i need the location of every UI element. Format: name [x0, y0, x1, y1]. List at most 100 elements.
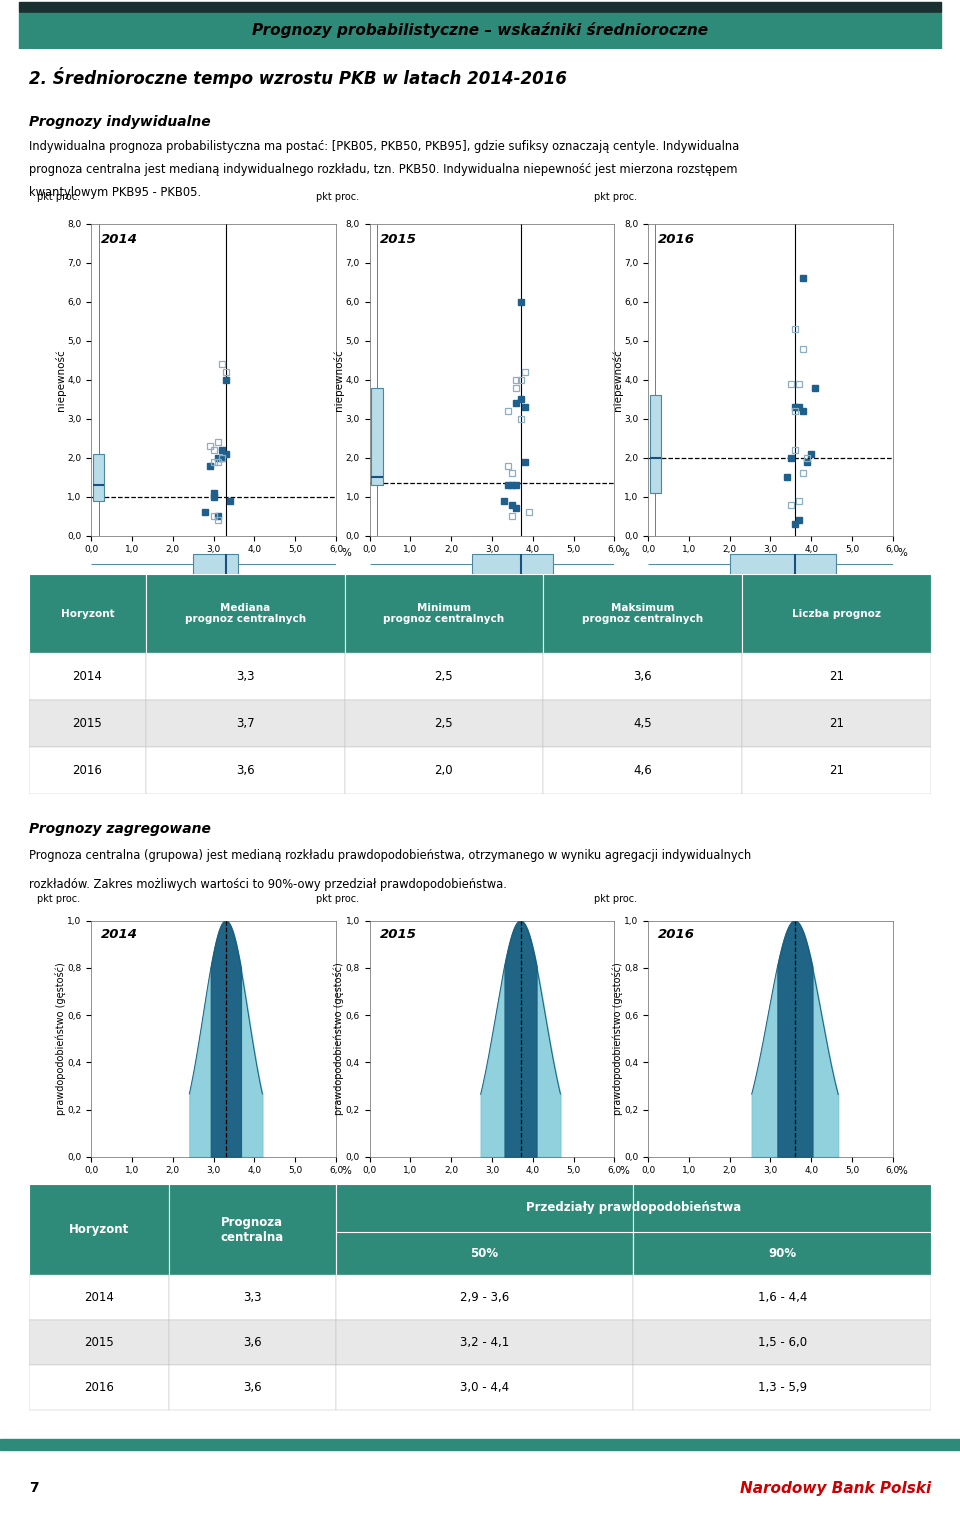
Text: Mediana
prognoz centralnych: Mediana prognoz centralnych — [185, 603, 306, 624]
Bar — [169, 1321, 336, 1365]
Bar — [634, 1321, 931, 1365]
Text: 3,6: 3,6 — [243, 1382, 261, 1394]
Text: pkt proc.: pkt proc. — [37, 192, 81, 202]
Y-axis label: prawdopodobieństwo (gęstość): prawdopodobieństwo (gęstość) — [333, 962, 345, 1116]
Bar — [336, 1275, 634, 1321]
Bar — [742, 574, 931, 653]
Text: 3,3: 3,3 — [243, 1292, 261, 1304]
Text: Maksimum
prognoz centralnych: Maksimum prognoz centralnych — [582, 603, 703, 624]
Text: 2015: 2015 — [84, 1336, 113, 1350]
Bar — [742, 653, 931, 700]
Text: 21: 21 — [828, 670, 844, 683]
Y-axis label: niepewność: niepewność — [55, 349, 66, 411]
Text: 2014: 2014 — [101, 233, 138, 247]
Text: 4,5: 4,5 — [633, 717, 652, 731]
Text: %: % — [619, 548, 629, 559]
Bar — [19, 12, 941, 49]
Text: Liczba prognoz: Liczba prognoz — [792, 609, 881, 618]
Text: pkt proc.: pkt proc. — [594, 895, 637, 904]
Bar — [29, 747, 146, 794]
Bar — [336, 1321, 634, 1365]
Y-axis label: niepewność: niepewność — [333, 349, 345, 411]
Text: 90%: 90% — [768, 1247, 797, 1260]
Text: 3,3: 3,3 — [236, 670, 254, 683]
Y-axis label: niepewność: niepewność — [612, 349, 623, 411]
Text: prognozy centralne: prognozy centralne — [720, 621, 821, 632]
Text: prognozy centralne: prognozy centralne — [163, 621, 264, 632]
Text: Prognoza
centralna: Prognoza centralna — [221, 1216, 284, 1243]
Bar — [730, 554, 835, 575]
Bar — [169, 1184, 336, 1275]
Text: Horyzont: Horyzont — [68, 1224, 129, 1236]
Bar — [29, 653, 146, 700]
Text: 2,0: 2,0 — [435, 764, 453, 778]
Text: 2,5: 2,5 — [435, 717, 453, 731]
Text: 2,9 - 3,6: 2,9 - 3,6 — [460, 1292, 509, 1304]
Text: 2016: 2016 — [84, 1382, 113, 1394]
Text: %: % — [898, 548, 907, 559]
Bar — [146, 574, 345, 653]
Bar — [0, 1438, 960, 1449]
Text: 2016: 2016 — [73, 764, 103, 778]
Bar — [336, 1365, 634, 1411]
Text: Indywidualna prognoza probabilistyczna ma postać: [PKB05, PKB50, PKB95], gdzie s: Indywidualna prognoza probabilistyczna m… — [29, 140, 739, 154]
Text: 2014: 2014 — [73, 670, 103, 683]
Text: 7: 7 — [29, 1481, 38, 1496]
Bar — [650, 396, 661, 493]
Bar — [345, 653, 543, 700]
Text: 2,5: 2,5 — [435, 670, 453, 683]
Text: prognoza centralna jest medianą indywidualnego rozkładu, tzn. PKB50. Indywidualn: prognoza centralna jest medianą indywidu… — [29, 163, 737, 177]
Text: 21: 21 — [828, 764, 844, 778]
Text: rozkładów. Zakres możliwych wartości to 90%-owy przedział prawdopodobieństwa.: rozkładów. Zakres możliwych wartości to … — [29, 878, 507, 890]
Text: prognozy centralne: prognozy centralne — [442, 621, 542, 632]
Bar — [742, 700, 931, 747]
Text: 2015: 2015 — [73, 717, 103, 731]
Text: pkt proc.: pkt proc. — [316, 192, 359, 202]
Bar — [29, 1275, 169, 1321]
Bar — [634, 1365, 931, 1411]
Text: 2016: 2016 — [658, 928, 695, 941]
Text: 3,6: 3,6 — [243, 1336, 261, 1350]
Bar — [146, 700, 345, 747]
Y-axis label: prawdopodobieństwo (gęstość): prawdopodobieństwo (gęstość) — [55, 962, 66, 1116]
Bar — [146, 653, 345, 700]
Text: Prognoza centralna (grupowa) jest medianą rozkładu prawdopodobieństwa, otrzymane: Prognoza centralna (grupowa) jest median… — [29, 849, 751, 863]
Text: pkt proc.: pkt proc. — [37, 895, 81, 904]
Text: Horyzont: Horyzont — [60, 609, 114, 618]
Bar — [193, 554, 238, 575]
Bar — [634, 1184, 931, 1275]
Bar — [169, 1365, 336, 1411]
Text: 21: 21 — [828, 717, 844, 731]
Bar — [345, 574, 543, 653]
Text: 2015: 2015 — [379, 928, 417, 941]
Text: 3,6: 3,6 — [633, 670, 652, 683]
Bar — [29, 1184, 169, 1275]
Y-axis label: prawdopodobieństwo (gęstość): prawdopodobieństwo (gęstość) — [612, 962, 623, 1116]
Bar — [471, 554, 553, 575]
Text: %: % — [619, 1166, 629, 1177]
Text: 2014: 2014 — [101, 928, 138, 941]
Bar — [543, 574, 742, 653]
Text: możliwe wartości: możliwe wartości — [169, 1187, 258, 1198]
Text: Prognozy indywidualne: Prognozy indywidualne — [29, 114, 210, 129]
Text: 50%: 50% — [470, 1247, 498, 1260]
Text: 1,5 - 6,0: 1,5 - 6,0 — [757, 1336, 806, 1350]
Text: Przedziały prawdopodobieństwa: Przedziały prawdopodobieństwa — [526, 1201, 741, 1215]
Bar — [93, 454, 105, 501]
Text: 3,6: 3,6 — [236, 764, 254, 778]
Text: możliwe wartości: możliwe wartości — [447, 1187, 537, 1198]
Text: Prognozy zagregowane: Prognozy zagregowane — [29, 822, 210, 837]
Bar — [345, 747, 543, 794]
Bar — [169, 1275, 336, 1321]
Bar — [634, 1275, 931, 1321]
Bar — [29, 1321, 169, 1365]
Bar — [543, 747, 742, 794]
Text: pkt proc.: pkt proc. — [594, 192, 637, 202]
Text: Narodowy Bank Polski: Narodowy Bank Polski — [740, 1481, 931, 1496]
Text: kwantylowym PKB95 - PKB05.: kwantylowym PKB95 - PKB05. — [29, 186, 201, 199]
Text: 2015: 2015 — [379, 233, 417, 247]
Text: 3,2 - 4,1: 3,2 - 4,1 — [460, 1336, 509, 1350]
Text: %: % — [898, 1166, 907, 1177]
Text: 2. Średnioroczne tempo wzrostu PKB w latach 2014-2016: 2. Średnioroczne tempo wzrostu PKB w lat… — [29, 67, 566, 88]
Text: %: % — [341, 548, 350, 559]
